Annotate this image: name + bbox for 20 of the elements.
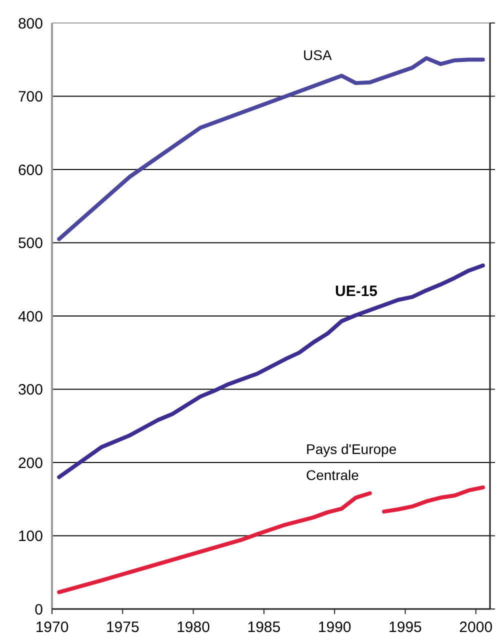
x-tick-label: 1985	[247, 619, 281, 636]
series-label: USA	[303, 47, 332, 63]
y-tick-label: 200	[18, 454, 43, 472]
y-tick-label: 700	[18, 88, 43, 106]
x-tick-label: 1980	[176, 619, 210, 636]
y-tick-label: 800	[18, 15, 43, 32]
y-tick-label: 600	[18, 162, 43, 179]
x-tick-label: 2000	[459, 619, 493, 636]
y-tick-label: 100	[18, 528, 43, 545]
y-tick-label: 400	[18, 308, 43, 326]
series-label: UE-15	[335, 283, 378, 300]
y-tick-label: 300	[18, 382, 43, 398]
x-tick-label: 1995	[388, 619, 422, 636]
x-tick-label: 1970	[35, 619, 69, 636]
y-tick-label: 500	[18, 235, 43, 252]
line-series	[57, 263, 485, 480]
x-tick-label: 1975	[106, 619, 140, 636]
series-label: Pays d'Europe Centrale	[306, 441, 397, 483]
x-tick-label: 1990	[318, 619, 352, 636]
y-tick-label: 0	[34, 601, 43, 618]
